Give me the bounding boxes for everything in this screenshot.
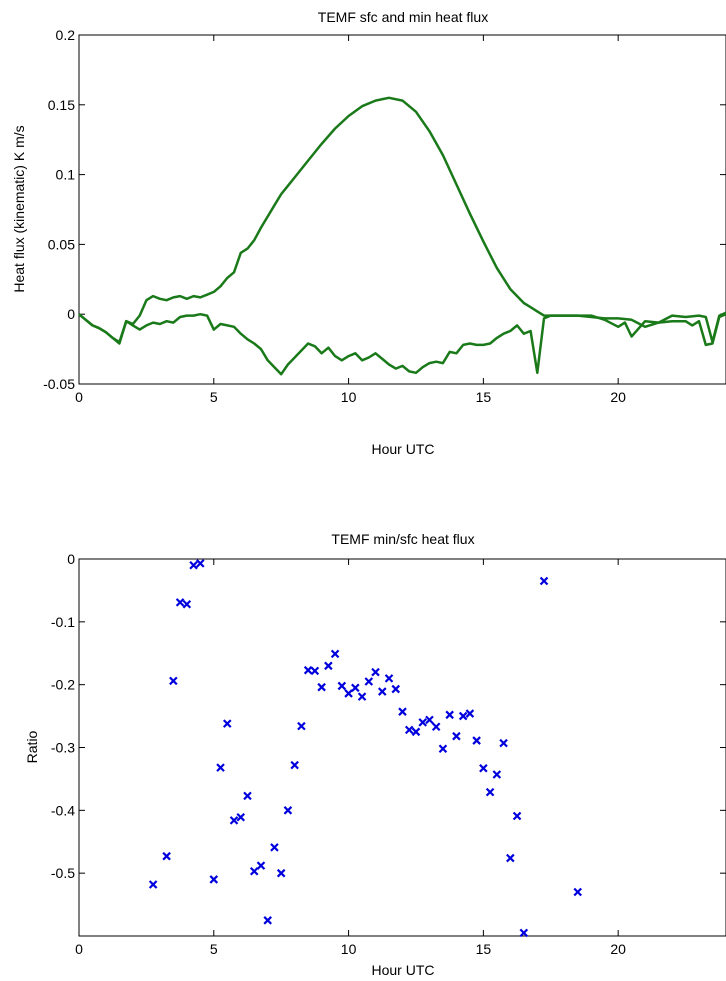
scatter-point: [297, 721, 306, 731]
scatter-point: [357, 692, 367, 701]
x-tick-label: 10: [341, 389, 357, 405]
x-tick-label: 10: [341, 941, 357, 957]
scatter-point: [236, 812, 246, 822]
scatter-point: [425, 715, 434, 725]
series-line-1: [78, 96, 726, 344]
y-tick-label: -0.4: [51, 802, 75, 818]
y-axis-label-bottom: Ratio: [24, 730, 40, 763]
y-tick-label: -0.1: [51, 614, 75, 630]
x-tick-label: 5: [210, 941, 218, 957]
x-tick-label: 20: [610, 941, 626, 957]
scatter-point: [391, 684, 401, 694]
scatter-point: [337, 681, 347, 691]
scatter-point: [398, 707, 407, 716]
scatter-point: [270, 843, 279, 852]
y-tick-label: 0.05: [48, 236, 75, 252]
scatter-point: [492, 770, 502, 779]
scatter-point: [162, 851, 171, 861]
x-tick-label: 0: [75, 389, 83, 405]
scatter-point: [249, 867, 259, 876]
scatter-point: [351, 683, 360, 693]
x-tick-label: 5: [210, 389, 218, 405]
chart-title-top: TEMF sfc and min heat flux: [318, 9, 488, 25]
y-tick-label: 0.2: [56, 27, 76, 43]
scatter-point: [378, 687, 387, 696]
scatter-point: [506, 853, 515, 863]
scatter-point: [229, 816, 239, 825]
scatter-point: [465, 709, 475, 718]
y-tick-label: -0.2: [51, 677, 75, 693]
x-axis-label-top: Hour UTC: [371, 441, 434, 457]
scatter-point: [209, 875, 219, 884]
plot-top: TEMF sfc and min heat flux 0 5 10 15 20 -0.05…: [11, 9, 726, 457]
y-tick-label: 0.15: [48, 97, 75, 113]
scatter-point: [431, 722, 441, 732]
scatter-point: [324, 661, 333, 671]
scatter-point: [290, 760, 299, 770]
scatter-point: [169, 676, 178, 686]
scatter-point: [263, 916, 272, 925]
scatter-point: [182, 599, 192, 609]
chart-title-bottom: TEMF min/sfc heat flux: [331, 531, 474, 547]
scatter-point: [479, 763, 488, 773]
scatter-point: [499, 738, 508, 748]
scatter-point: [216, 763, 225, 772]
x-tick-label: 20: [610, 389, 626, 405]
scatter-point: [310, 666, 320, 676]
tick-group-bottom: 0 5 10 15 20 0 -0.1 -0.2 -0.3 -0.4 -0.5: [51, 551, 726, 957]
plot-bottom: TEMF min/sfc heat flux 0 5 10 15 20 0 -0.1 -0.2…: [24, 531, 726, 978]
scatter-point: [303, 665, 313, 675]
y-tick-label: -0.3: [51, 740, 75, 756]
axes-frame-bottom: [78, 558, 726, 937]
x-tick-label: 15: [476, 389, 492, 405]
y-axis-label-top: Heat flux (kinematic) K m/s: [11, 125, 27, 292]
scatter-point: [148, 880, 158, 889]
axes-frame-top: [78, 34, 726, 385]
scatter-point: [418, 718, 427, 727]
scatter-point: [458, 711, 468, 721]
scatter-point: [283, 806, 293, 815]
scatter-point: [175, 598, 185, 607]
scatter-point: [371, 667, 380, 677]
scatter-point: [519, 928, 529, 938]
x-tick-label: 15: [476, 941, 492, 957]
series-group-top: [78, 96, 726, 376]
scatter-point: [539, 576, 549, 586]
scatter-point: [512, 811, 522, 821]
scatter-point: [472, 736, 481, 745]
series-group-bottom: [148, 559, 583, 938]
scatter-point: [384, 674, 394, 683]
scatter-point: [222, 719, 232, 728]
scatter-point: [196, 559, 205, 568]
scatter-point: [445, 710, 454, 720]
scatter-point: [404, 725, 414, 735]
x-tick-label: 0: [75, 941, 83, 957]
x-axis-label-bottom: Hour UTC: [371, 962, 434, 978]
y-tick-label: -0.05: [43, 376, 75, 392]
scatter-point: [330, 649, 340, 659]
scatter-point: [485, 787, 495, 797]
y-tick-label: 0: [67, 551, 75, 567]
scatter-point: [344, 689, 353, 698]
y-tick-label: -0.5: [51, 865, 75, 881]
scatter-point: [189, 561, 198, 570]
scatter-point: [573, 887, 583, 897]
scatter-point: [256, 861, 266, 870]
scatter-point: [243, 791, 252, 801]
scatter-point: [364, 677, 374, 686]
y-tick-label: 0.1: [56, 167, 76, 183]
scatter-point: [438, 744, 448, 754]
y-tick-label: 0: [67, 306, 75, 322]
series-line-2: [78, 312, 726, 376]
scatter-point: [411, 727, 421, 737]
scatter-point: [317, 682, 326, 692]
scatter-point: [276, 868, 286, 878]
scatter-point: [452, 731, 461, 741]
